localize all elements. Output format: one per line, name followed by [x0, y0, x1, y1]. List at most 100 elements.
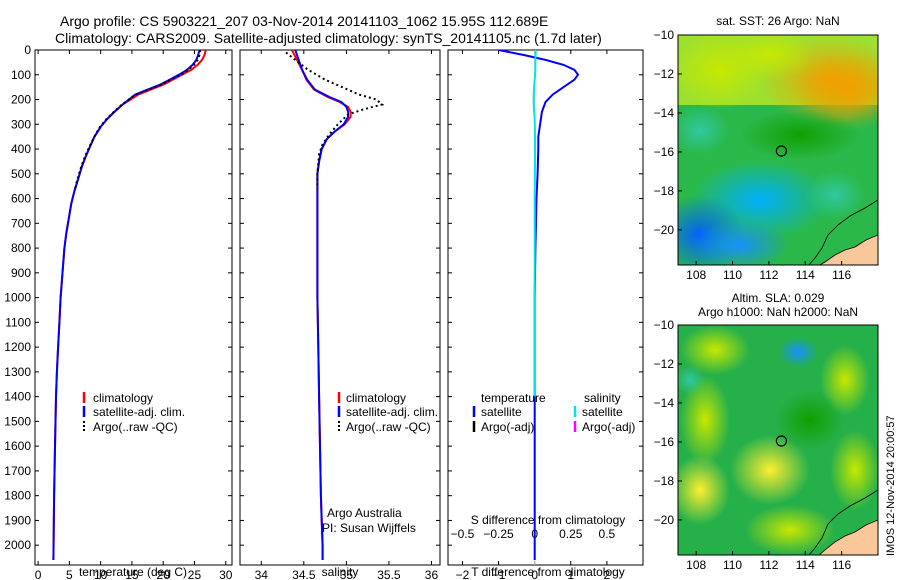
t-difference-axis-label: T difference from climatology [471, 565, 625, 579]
legend-label-s-satellite: satellite [582, 405, 623, 419]
figure-title-line2: Climatology: CARS2009. Satellite-adjuste… [55, 30, 602, 46]
x-tick-label: 10 [94, 568, 108, 580]
series-line-satellite-adj-clim [52, 50, 201, 561]
s-difference-axis-label: S difference from climatology [471, 513, 626, 527]
depth-tick-label: 100 [11, 68, 31, 82]
temperature-legend: climatology satellite-adj. clim. Argo(..… [82, 391, 185, 434]
depth-tick-label: 1500 [4, 414, 31, 428]
depth-tick-label: 800 [11, 241, 31, 255]
x-tick-label: 0 [531, 568, 538, 580]
x-tick-label: 5 [66, 568, 73, 580]
coastline-land [818, 519, 878, 555]
x-tick-label: 25 [188, 568, 202, 580]
x-tick-label: 36 [425, 568, 439, 580]
depth-tick-label: 1400 [4, 390, 31, 404]
difference-profiles [498, 50, 580, 565]
series-line-satellite-adj-clim [294, 50, 350, 560]
series-line-argo-raw-qc [285, 51, 385, 189]
x-tick-label: −1 [492, 568, 506, 580]
temperature-axis-label: temperature (deg C) [79, 565, 187, 579]
temperature-x-axis: 0 5 10 15 20 25 30 [35, 50, 233, 580]
imos-timestamp: IMOS 12-Nov-2014 20:00:57 [885, 415, 897, 556]
depth-tick-label: 1300 [4, 365, 31, 379]
depth-tick-label: 1600 [4, 439, 31, 453]
depth-axis: 0 100 200 300 400 500 600 700 800 900 1000 1100 1200… [4, 43, 643, 552]
sst-map-title: sat. SST: 26 Argo: NaN [716, 14, 839, 28]
map-lat-tick-label: −10 [654, 28, 675, 42]
map-lon-tick-label: 112 [759, 558, 778, 572]
x-tick-label: 35.5 [377, 568, 401, 580]
x-tick-label: 35 [340, 568, 354, 580]
depth-tick-label: 500 [11, 167, 31, 181]
legend-label-t-argo: Argo(-adj) [481, 420, 534, 434]
salinity-legend: climatology satellite-adj. clim. Argo(..… [337, 391, 438, 434]
difference-panel-frame [447, 49, 644, 566]
map-lon-tick-label: 114 [796, 268, 815, 282]
series-line-temperature-satellite [498, 50, 580, 560]
sla-map-axes: 108 110 112 114 116 −10 −12 −14 −16 −18 −20 [654, 318, 852, 572]
map-lat-tick-label: −12 [654, 357, 675, 371]
argo-location-marker [775, 435, 788, 447]
depth-tick-label: 2000 [4, 538, 31, 552]
depth-tick-label: 1000 [4, 291, 31, 305]
x-tick-label: 1 [567, 568, 574, 580]
salinity-profiles [285, 50, 385, 560]
x-tick-label: −2 [456, 568, 470, 580]
coastline-edge [808, 199, 878, 265]
x-tick-label: 34 [255, 568, 269, 580]
depth-tick-label: 300 [11, 117, 31, 131]
sst-map-axes: 108 110 112 114 116 −10 −12 −14 −16 −18 −20 [654, 28, 852, 282]
map-lat-tick-label: −18 [654, 184, 675, 198]
temperature-profiles [52, 50, 207, 561]
sla-map-title-line1: Altim. SLA: 0.029 [732, 291, 825, 305]
depth-tick-label: 1800 [4, 489, 31, 503]
legend-label-satellite: satellite-adj. clim. [346, 405, 438, 419]
x-tick-label: 0 [35, 568, 42, 580]
legend-label-satellite: satellite-adj. clim. [93, 405, 185, 419]
depth-tick-label: 400 [11, 142, 31, 156]
salinity-axis-label: salinity [322, 565, 359, 579]
sla-map-title-line2: Argo h1000: NaN h2000: NaN [698, 305, 858, 319]
map-lon-tick-label: 108 [686, 558, 706, 572]
s-diff-tick-label: −0.25 [483, 527, 514, 541]
sst-map [678, 35, 878, 265]
s-diff-tick-label: 0.25 [559, 527, 583, 541]
coastline-land [818, 234, 878, 265]
map-lat-tick-label: −16 [654, 145, 675, 159]
x-tick-label: 20 [157, 568, 171, 580]
legend-label-argo: Argo(..raw -QC) [346, 420, 431, 434]
figure-title-line1: Argo profile: CS 5903221_207 03-Nov-2014… [60, 13, 548, 29]
map-lon-tick-label: 114 [796, 558, 815, 572]
series-line-salinity-satellite [532, 50, 537, 397]
argo-location-marker [775, 145, 788, 157]
temperature-panel-frame [34, 49, 233, 566]
series-line-argo-raw-qc [73, 50, 202, 192]
coastline-edge [808, 489, 878, 555]
legend-label-t-satellite: satellite [481, 405, 522, 419]
s-diff-tick-label: −0.5 [451, 527, 475, 541]
legend-head-temperature: temperature [481, 391, 546, 405]
salinity-panel-frame [239, 49, 441, 566]
map-lat-tick-label: −20 [654, 513, 675, 527]
credit-program: Argo Australia [327, 506, 402, 520]
salinity-x-axis: 34 34.5 35 35.5 36 [255, 50, 439, 580]
sst-map-frame [677, 34, 879, 266]
legend-label-argo: Argo(..raw -QC) [93, 420, 178, 434]
map-lat-tick-label: −16 [654, 435, 675, 449]
map-lat-tick-label: −18 [654, 474, 675, 488]
map-lon-tick-label: 108 [686, 268, 706, 282]
depth-tick-label: 0 [24, 43, 31, 57]
map-lon-tick-label: 116 [832, 558, 851, 572]
map-lat-tick-label: −12 [654, 67, 675, 81]
depth-tick-label: 1100 [5, 315, 31, 329]
x-tick-label: 30 [219, 568, 233, 580]
map-lat-tick-label: −14 [654, 106, 675, 120]
sla-map-frame [677, 324, 879, 556]
s-difference-x-axis: −0.5−0.2500.250.5 [451, 527, 616, 541]
depth-tick-label: 600 [11, 192, 31, 206]
map-lon-tick-label: 116 [832, 268, 851, 282]
map-lat-tick-label: −14 [654, 396, 675, 410]
difference-legend: temperature salinity satellite Argo(-adj… [472, 391, 635, 434]
map-lon-tick-label: 110 [723, 268, 742, 282]
